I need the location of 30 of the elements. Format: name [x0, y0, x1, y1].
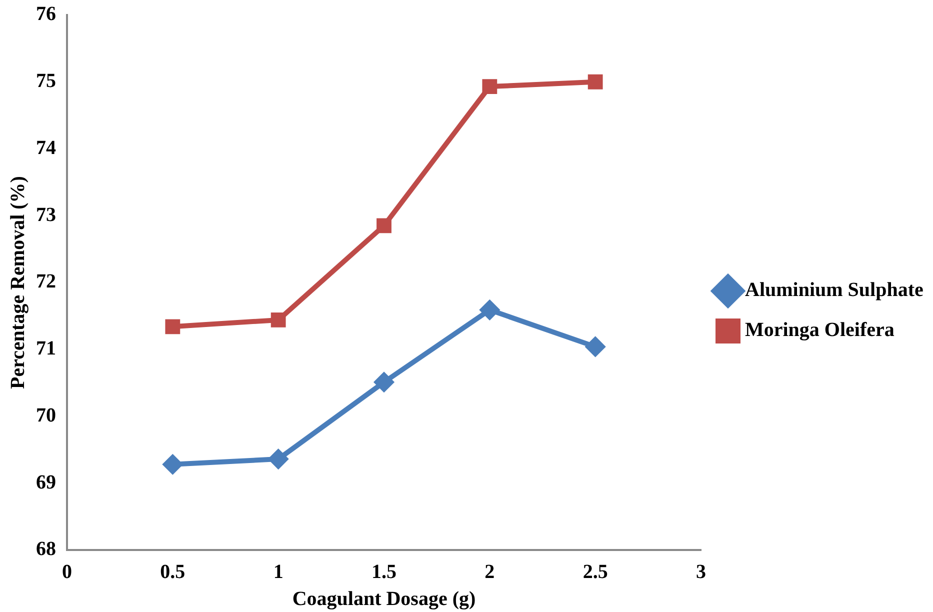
point: [268, 450, 288, 469]
x-tick-label: 1.5: [372, 561, 396, 584]
x-tick-label: 2: [484, 561, 495, 584]
point: [376, 218, 392, 234]
point: [586, 337, 605, 356]
y-tick-label: 74: [36, 136, 56, 159]
point: [482, 79, 498, 94]
y-tick-label: 68: [36, 538, 56, 560]
legend-label: Moringa Oleifera: [745, 319, 894, 342]
y-tick-label: 69: [36, 471, 56, 494]
x-tick-label: 3: [696, 561, 706, 584]
y-tick-label: 70: [36, 404, 56, 426]
x-tick-label: 0: [62, 561, 72, 584]
y-tick-label: 72: [36, 270, 56, 293]
y-tick-label: 76: [36, 3, 56, 26]
x-tick-label: 0.5: [160, 561, 186, 584]
y-tick-label: 75: [36, 70, 56, 92]
point: [163, 454, 182, 474]
y-axis-title: Percentage Removal (%): [7, 176, 30, 389]
point: [588, 74, 603, 90]
y-tick-label: 71: [36, 338, 56, 360]
point: [480, 300, 500, 320]
x-axis-title: Coagulant Dosage (g): [292, 588, 476, 610]
x-tick-label: 1: [273, 561, 284, 584]
point: [165, 319, 180, 334]
point: [374, 372, 394, 392]
point: [270, 312, 286, 328]
y-tick-label: 73: [36, 204, 56, 226]
legend-label: Aluminium Sulphate: [745, 279, 924, 302]
x-tick-label: 2.5: [582, 561, 608, 584]
